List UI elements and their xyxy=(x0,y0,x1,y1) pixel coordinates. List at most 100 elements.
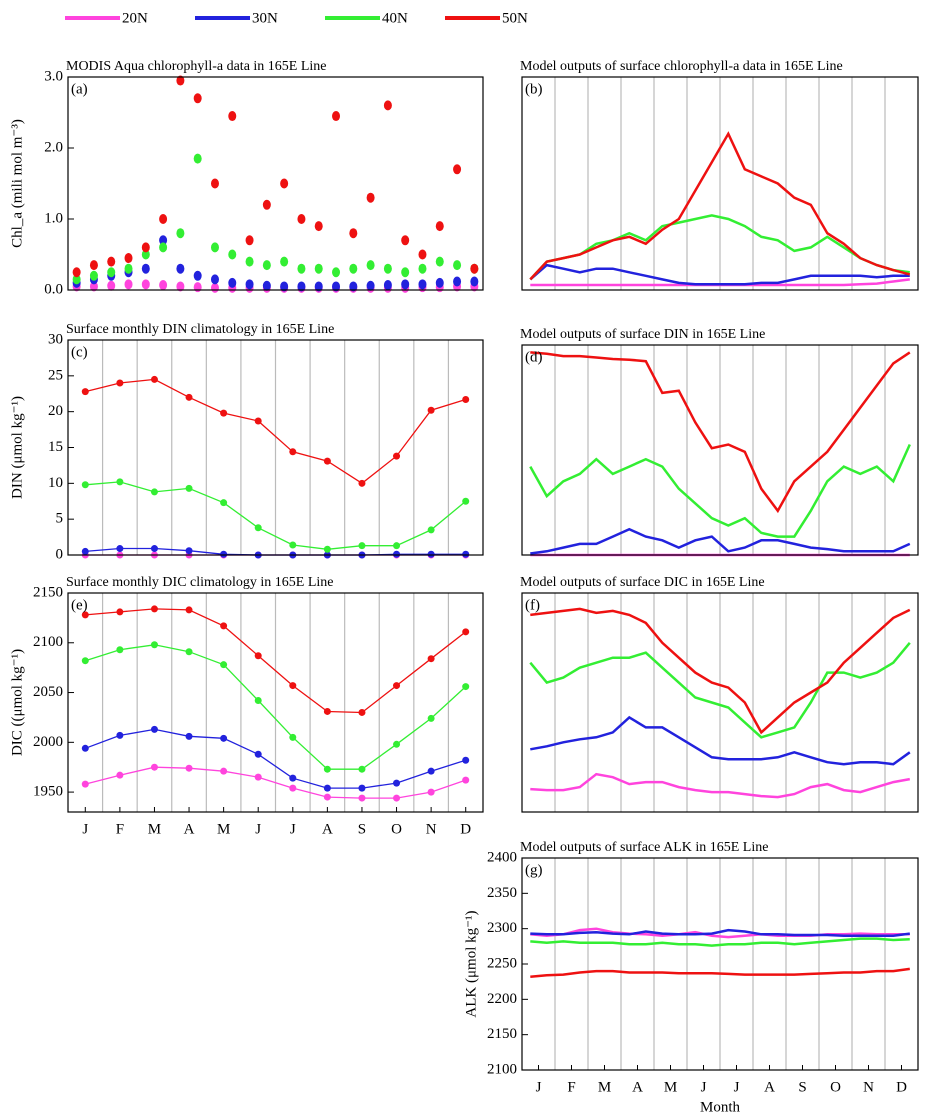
x-tick-label: A xyxy=(764,1079,775,1095)
series-line xyxy=(85,766,466,799)
marker xyxy=(150,763,158,771)
point xyxy=(366,280,375,291)
point xyxy=(141,242,150,253)
plot-frame xyxy=(521,76,919,291)
panel: Surface monthly DIN climatology in 165E … xyxy=(9,322,484,562)
x-tick-label: M xyxy=(217,821,230,837)
marker xyxy=(289,448,297,456)
y-tick-label: 2050 xyxy=(33,684,63,700)
point xyxy=(124,279,133,290)
marker xyxy=(289,784,297,792)
marker xyxy=(254,524,262,532)
series-line xyxy=(529,443,911,538)
panel-title: Surface monthly DIN climatology in 165E … xyxy=(66,322,334,337)
point xyxy=(280,178,289,189)
marker xyxy=(185,764,193,772)
y-tick-label: 0 xyxy=(56,546,64,562)
point xyxy=(193,93,202,104)
marker xyxy=(427,714,435,722)
marker xyxy=(220,734,228,742)
marker xyxy=(393,542,401,550)
y-tick-label: 2200 xyxy=(487,991,517,1007)
marker xyxy=(116,379,124,387)
marker xyxy=(150,725,158,733)
marker xyxy=(427,526,435,534)
point xyxy=(124,253,133,264)
point xyxy=(470,263,479,274)
marker xyxy=(393,550,401,558)
panel-label: (b) xyxy=(525,81,543,97)
x-tick-label: M xyxy=(148,821,161,837)
point xyxy=(89,281,98,292)
marker xyxy=(150,545,158,553)
point xyxy=(210,178,219,189)
point xyxy=(401,279,410,290)
panel-label: (g) xyxy=(525,862,543,878)
x-tick-label: O xyxy=(830,1079,841,1095)
marker xyxy=(393,794,401,802)
marker xyxy=(427,406,435,414)
panel-label: (e) xyxy=(71,597,88,613)
marker xyxy=(462,776,470,784)
point xyxy=(176,228,185,239)
marker xyxy=(254,697,262,705)
series-line xyxy=(85,481,467,550)
point xyxy=(159,280,168,291)
legend-label: 50N xyxy=(502,10,528,26)
point xyxy=(107,280,116,291)
x-tick-label: A xyxy=(184,821,195,837)
point xyxy=(280,256,289,267)
point xyxy=(159,235,168,246)
series-line xyxy=(529,131,911,281)
x-tick-label: M xyxy=(598,1079,611,1095)
marker xyxy=(393,740,401,748)
marker xyxy=(358,708,366,716)
point xyxy=(193,153,202,164)
x-tick-label: D xyxy=(460,821,471,837)
x-tick-label: A xyxy=(632,1079,643,1095)
panel-title: Model outputs of surface ALK in 165E Lin… xyxy=(520,840,768,855)
series-line xyxy=(85,644,467,770)
x-tick-label: J xyxy=(536,1079,542,1095)
series-line xyxy=(529,642,911,739)
point xyxy=(401,267,410,278)
marker xyxy=(462,756,470,764)
series-line xyxy=(85,378,466,485)
y-tick-label: 2150 xyxy=(487,1026,517,1042)
panel-label: (f) xyxy=(525,597,540,613)
point xyxy=(332,111,341,122)
point xyxy=(435,256,444,267)
y-tick-label: 15 xyxy=(48,439,63,455)
panel: Surface monthly DIC climatology in 165E … xyxy=(9,575,484,837)
y-tick-label: 3.0 xyxy=(44,68,63,84)
marker xyxy=(185,547,193,555)
point xyxy=(245,235,254,246)
point xyxy=(349,228,358,239)
series-line xyxy=(530,351,911,514)
point xyxy=(280,281,289,292)
y-tick-label: 2100 xyxy=(487,1061,517,1077)
point xyxy=(193,270,202,281)
point xyxy=(159,242,168,253)
y-tick-label: 30 xyxy=(48,331,63,347)
marker xyxy=(81,481,89,489)
marker xyxy=(462,628,470,636)
panel-title: Surface monthly DIC climatology in 165E … xyxy=(66,575,334,590)
point xyxy=(435,277,444,288)
marker xyxy=(323,784,331,792)
marker xyxy=(116,731,124,739)
point xyxy=(245,279,254,290)
marker xyxy=(254,750,262,758)
marker xyxy=(254,773,262,781)
point xyxy=(453,164,462,175)
point xyxy=(245,256,254,267)
point xyxy=(228,277,237,288)
marker xyxy=(427,767,435,775)
legend-label: 20N xyxy=(122,10,148,26)
point xyxy=(193,282,202,293)
point xyxy=(107,256,116,267)
y-tick-label: 0.0 xyxy=(44,281,63,297)
panel-title: Model outputs of surface DIN in 165E Lin… xyxy=(520,327,765,342)
marker xyxy=(220,409,228,417)
